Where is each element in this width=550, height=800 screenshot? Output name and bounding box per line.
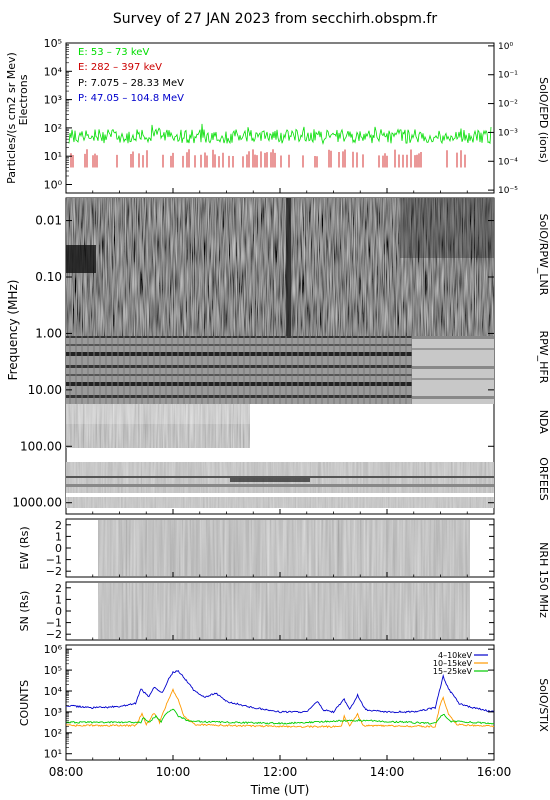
- y2-tick-label: 10⁻⁴: [498, 157, 518, 167]
- y-tick-label: 10⁴: [44, 685, 63, 698]
- series-stix: [65, 708, 494, 725]
- nrh-instrument-label: NRH 150 MHz: [537, 542, 550, 618]
- x-tick-label: 12:00: [263, 765, 298, 779]
- series-electrons-low: [68, 123, 492, 145]
- radio-band-label: ORFEES: [537, 457, 550, 501]
- y-tick-label: 1: [55, 593, 62, 606]
- x-tick-label: 14:00: [370, 765, 405, 779]
- y-tick-label: −1: [46, 554, 62, 567]
- nrh-ew-image: [98, 520, 470, 576]
- stix-legend-label: 15–25keV: [433, 667, 473, 676]
- time-axis: 08:00 10:00 12:00 14:00 16:00: [49, 188, 512, 779]
- y-tick-label: 0: [55, 542, 62, 555]
- radio-panel: 0.01 0.10 1.00 10.00 100.00 1000.00 Frequency…: [6, 197, 550, 515]
- legend-electrons-low: E: 53 – 73 keV: [78, 47, 149, 58]
- series-stix: [65, 687, 495, 729]
- series-stix: [65, 669, 495, 714]
- radio-ylabel: Frequency (MHz): [6, 280, 20, 381]
- epd-ylabel-2: Electrons: [17, 74, 30, 125]
- y-tick-label: 10²: [44, 727, 62, 740]
- y-tick-label: 10¹: [44, 748, 62, 761]
- y2-tick-label: 10⁻³: [498, 128, 518, 138]
- y-tick-label: 1: [55, 530, 62, 543]
- spectrogram-orfees: [66, 462, 494, 508]
- y2-tick-label: 10⁰: [498, 42, 513, 52]
- y-tick-label: 10.00: [28, 383, 62, 397]
- spectrogram-rpw-hfr: [66, 336, 494, 404]
- epd-y-axis: 10⁰ 10¹ 10² 10³ 10⁴ 10⁵: [44, 37, 72, 192]
- nrh-ew-ylabel: EW (Rs): [18, 526, 31, 569]
- epd-series: [68, 123, 492, 168]
- y2-tick-label: 10⁻¹: [498, 71, 518, 81]
- nrh-sn-image: [98, 583, 470, 639]
- y-tick-label: 10²: [44, 122, 62, 135]
- y-tick-label: 2: [55, 519, 62, 532]
- y-tick-label: 10⁵: [44, 37, 62, 50]
- legend-electrons-high: E: 282 – 397 keV: [78, 62, 162, 73]
- y-tick-label: 1.00: [35, 326, 62, 340]
- stix-instrument-label: SolO/STIX: [537, 678, 550, 732]
- radio-band-labels: SolO/RPW_LNR RPW_HFR NDA ORFEES: [537, 214, 550, 501]
- series-electrons-high: [70, 149, 466, 168]
- y2-tick-label: 10⁻⁵: [498, 186, 518, 196]
- y-tick-label: 2: [55, 582, 62, 595]
- epd-frame: [65, 42, 495, 194]
- spectrogram-nda: [66, 404, 250, 448]
- y-tick-label: 10³: [44, 706, 62, 719]
- y-tick-label: 10⁴: [44, 65, 63, 78]
- stix-ylabel: COUNTS: [18, 680, 31, 726]
- epd-legend: E: 53 – 73 keV E: 282 – 397 keV P: 7.075…: [78, 47, 184, 104]
- y-tick-label: −2: [46, 628, 62, 641]
- epd-y2-axis: 10⁻⁵ 10⁻⁴ 10⁻³ 10⁻² 10⁻¹ 10⁰: [488, 42, 518, 196]
- y-tick-label: 10⁰: [44, 179, 63, 192]
- stix-legend-label: 10–15keV: [433, 659, 473, 668]
- figure-title: Survey of 27 JAN 2023 from secchirh.obsp…: [113, 11, 437, 27]
- y-tick-label: 10¹: [44, 150, 62, 163]
- y2-tick-label: 10⁻²: [498, 100, 518, 110]
- radio-band-label: SolO/RPW_LNR: [537, 214, 550, 296]
- y-tick-label: 10⁶: [44, 643, 63, 656]
- spectrogram-rpw-lnr: [66, 198, 494, 336]
- y-tick-label: 10³: [44, 94, 62, 107]
- y-tick-label: −1: [46, 617, 62, 630]
- legend-protons-high: P: 47.05 – 104.8 MeV: [78, 93, 184, 104]
- epd-instrument-label: SolO/EPD (ions): [537, 77, 550, 163]
- y-tick-label: 100.00: [20, 439, 62, 453]
- radio-band-label: RPW_HFR: [537, 330, 550, 383]
- legend-protons-low: P: 7.075 – 28.33 MeV: [78, 78, 184, 89]
- y-tick-label: 1000.00: [12, 496, 62, 510]
- y-tick-label: 0.10: [35, 270, 62, 284]
- stix-series: [65, 669, 495, 729]
- stix-panel: 10¹ 10² 10³ 10⁴ 10⁵ 10⁶ 4–10keV10–15keV15–25k…: [18, 643, 550, 761]
- x-tick-label: 16:00: [477, 765, 512, 779]
- stix-legend-label: 4–10keV: [438, 651, 473, 660]
- x-tick-label: 10:00: [156, 765, 191, 779]
- epd-ylabel: Particles/(s cm2 sr Mev): [5, 52, 18, 184]
- x-tick-label: 08:00: [49, 765, 84, 779]
- y-tick-label: 0.01: [35, 214, 62, 228]
- y-tick-label: 10⁵: [44, 664, 62, 677]
- radio-y-axis: 0.01 0.10 1.00 10.00 100.00 1000.00: [12, 214, 494, 510]
- stix-y-axis: 10¹ 10² 10³ 10⁴ 10⁵ 10⁶: [44, 643, 494, 761]
- y-tick-label: 0: [55, 605, 62, 618]
- x-axis-label: Time (UT): [250, 783, 310, 797]
- nrh-sn-ylabel: SN (Rs): [18, 591, 31, 632]
- stix-frame: [65, 644, 495, 761]
- y-tick-label: −2: [46, 565, 62, 578]
- radio-band-label: NDA: [537, 410, 550, 435]
